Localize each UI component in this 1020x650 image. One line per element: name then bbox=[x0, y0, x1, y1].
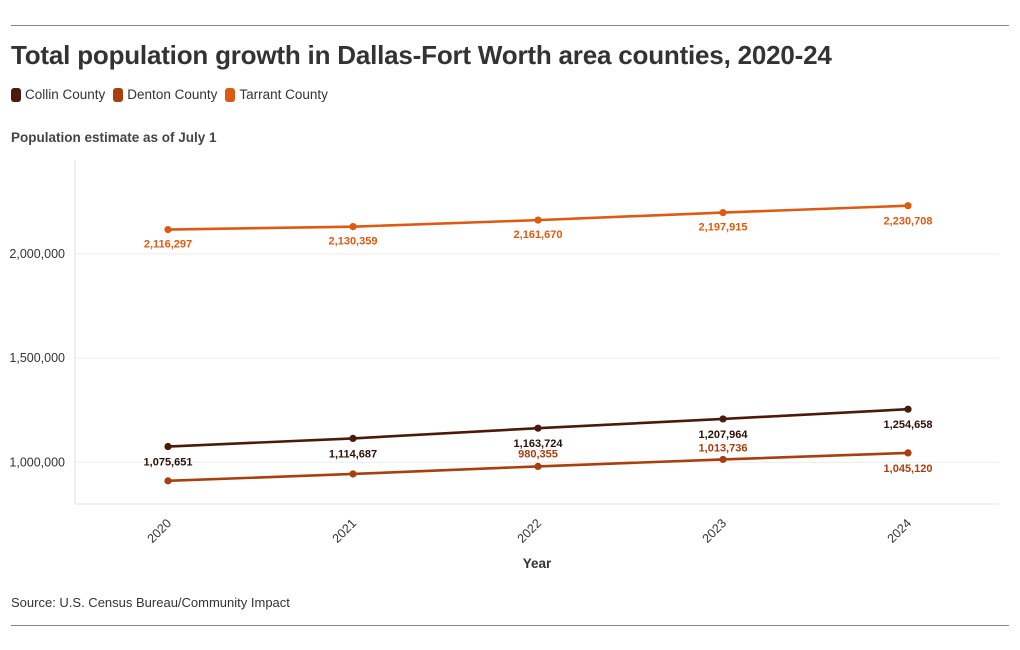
data-point-collin[interactable] bbox=[904, 405, 912, 413]
data-point-tarrant[interactable] bbox=[904, 202, 912, 210]
data-label-tarrant: 2,116,297 bbox=[144, 239, 192, 251]
data-point-denton[interactable] bbox=[719, 455, 727, 464]
data-point-denton[interactable] bbox=[349, 470, 357, 478]
data-point-tarrant[interactable] bbox=[719, 208, 727, 217]
data-label-tarrant: 2,161,670 bbox=[514, 229, 563, 241]
legend-item-tarrant[interactable]: Tarrant County bbox=[225, 87, 328, 102]
legend: Collin County Denton County Tarrant Coun… bbox=[11, 87, 328, 102]
data-label-collin: 1,114,687 bbox=[329, 448, 377, 460]
data-point-denton[interactable] bbox=[164, 477, 172, 485]
data-label-denton: 1,045,120 bbox=[884, 463, 933, 475]
x-tick-label: 2024 bbox=[885, 516, 915, 546]
data-point-tarrant[interactable] bbox=[349, 223, 357, 231]
x-tick-label: 2020 bbox=[145, 516, 175, 546]
data-label-collin: 1,075,651 bbox=[144, 457, 193, 469]
data-point-tarrant[interactable] bbox=[164, 225, 172, 234]
data-label-collin: 1,163,724 bbox=[514, 438, 564, 450]
legend-swatch-collin bbox=[11, 87, 21, 102]
chart-title: Total population growth in Dallas-Fort W… bbox=[11, 40, 832, 70]
data-label-tarrant: 2,130,359 bbox=[329, 236, 378, 248]
legend-item-denton[interactable]: Denton County bbox=[113, 87, 217, 102]
x-tick-label: 2021 bbox=[330, 516, 360, 546]
data-point-collin[interactable] bbox=[719, 415, 727, 423]
bottom-rule bbox=[11, 625, 1009, 626]
legend-label-denton: Denton County bbox=[127, 87, 218, 102]
y-tick-label: 1,000,000 bbox=[9, 455, 65, 469]
data-point-denton[interactable] bbox=[534, 462, 542, 470]
y-tick-label: 1,500,000 bbox=[9, 351, 65, 365]
data-label-denton: 1,013,736 bbox=[699, 442, 748, 454]
x-tick-label: 2022 bbox=[515, 516, 545, 546]
legend-swatch-denton bbox=[113, 87, 124, 102]
x-axis-title: Year bbox=[523, 556, 552, 571]
y-tick-label: 2,000,000 bbox=[9, 247, 65, 261]
legend-label-tarrant: Tarrant County bbox=[239, 87, 328, 102]
legend-label-collin: Collin County bbox=[25, 87, 106, 102]
data-point-tarrant[interactable] bbox=[534, 216, 542, 224]
data-point-collin[interactable] bbox=[164, 442, 172, 451]
data-point-denton[interactable] bbox=[904, 449, 912, 457]
legend-item-collin[interactable]: Collin County bbox=[11, 87, 105, 102]
data-label-tarrant: 2,197,915 bbox=[699, 222, 748, 234]
data-label-denton: 980,355 bbox=[518, 448, 558, 460]
data-label-collin: 1,254,658 bbox=[884, 419, 933, 431]
source-note: Source: U.S. Census Bureau/Community Imp… bbox=[11, 595, 290, 610]
top-rule bbox=[11, 25, 1009, 26]
chart-subtitle: Population estimate as of July 1 bbox=[11, 130, 217, 145]
x-tick-label: 2023 bbox=[700, 516, 730, 546]
legend-swatch-tarrant bbox=[225, 87, 236, 102]
data-point-collin[interactable] bbox=[534, 424, 542, 432]
data-label-collin: 1,207,964 bbox=[699, 429, 749, 441]
data-point-collin[interactable] bbox=[349, 434, 357, 442]
data-label-tarrant: 2,230,708 bbox=[884, 216, 933, 228]
